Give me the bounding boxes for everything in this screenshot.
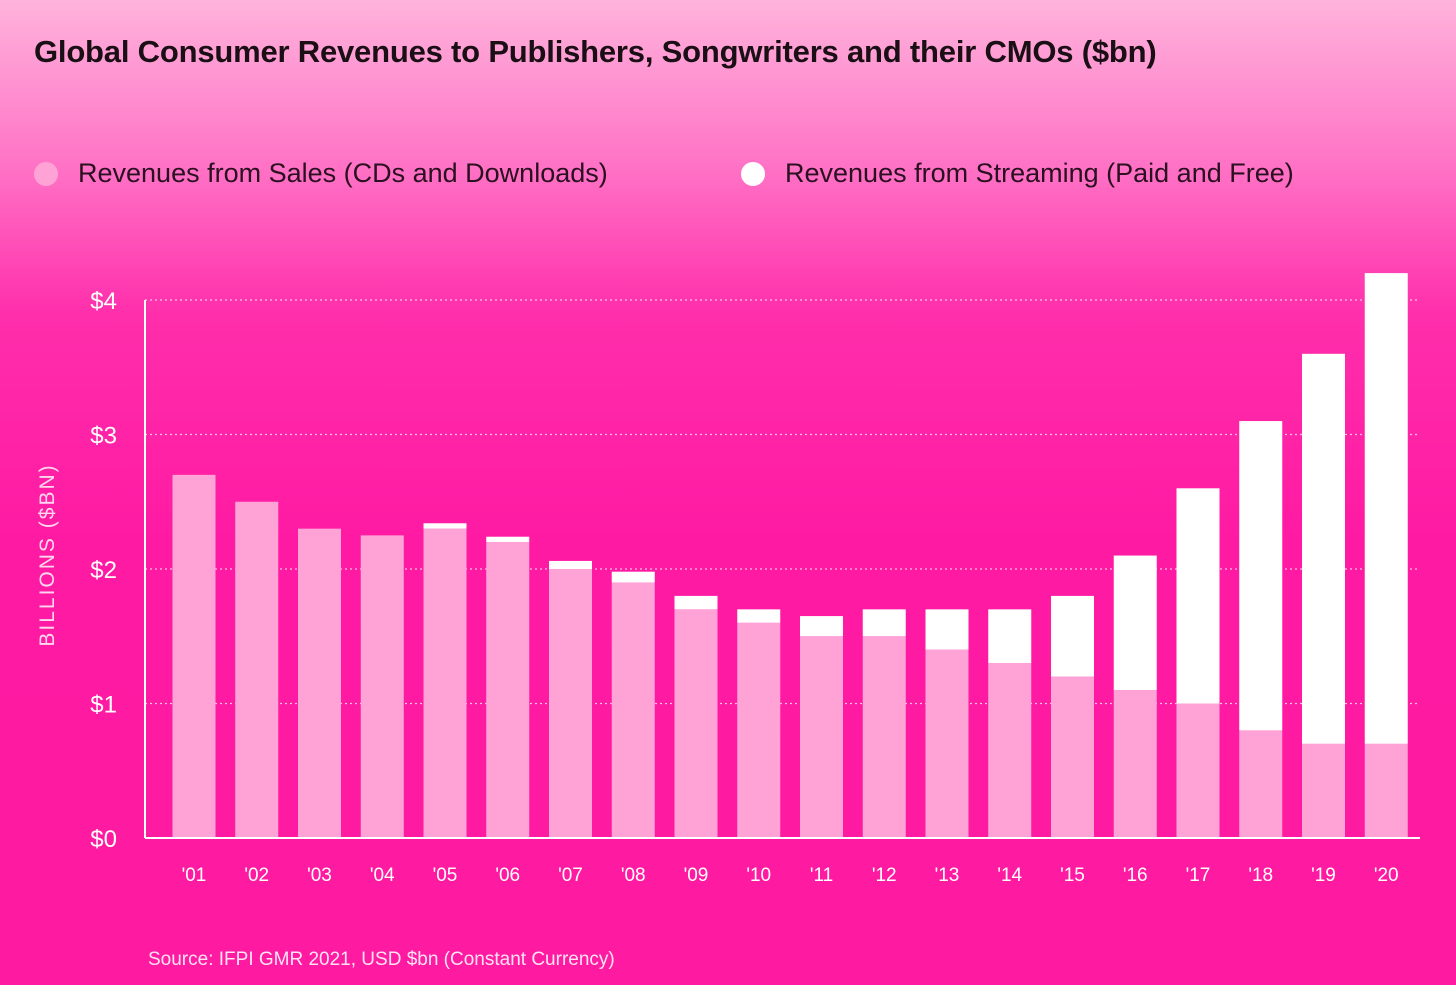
chart-title: Global Consumer Revenues to Publishers, … <box>34 34 1157 69</box>
bar-streaming-05 <box>423 523 467 529</box>
bar-streaming-10 <box>737 609 781 623</box>
bar-sales-20 <box>1364 743 1408 838</box>
bar-sales-19 <box>1302 743 1345 838</box>
bar-sales-07 <box>549 569 592 838</box>
legend-swatch-streaming <box>741 161 765 186</box>
x-tick-label-17: '17 <box>1186 865 1211 886</box>
bar-streaming-16 <box>1113 555 1157 691</box>
bar-sales-02 <box>235 501 279 838</box>
bar-sales-13 <box>925 649 969 838</box>
bar-sales-15 <box>1051 676 1094 838</box>
legend-label-streaming: Revenues from Streaming (Paid and Free) <box>785 158 1294 188</box>
bar-streaming-19 <box>1302 353 1345 744</box>
bar-sales-04 <box>360 535 404 838</box>
x-tick-label-14: '14 <box>997 865 1022 886</box>
legend-label-sales: Revenues from Sales (CDs and Downloads) <box>78 158 608 188</box>
y-tick-label-1: $1 <box>90 692 117 719</box>
bar-streaming-07 <box>549 560 592 569</box>
bar-sales-11 <box>800 636 843 838</box>
bar-streaming-20 <box>1364 273 1408 744</box>
x-tick-label-15: '15 <box>1060 865 1085 886</box>
x-tick-label-19: '19 <box>1311 865 1336 886</box>
x-tick-label-11: '11 <box>810 865 833 886</box>
bar-sales-08 <box>611 582 655 838</box>
legend-item-sales: Revenues from Sales (CDs and Downloads) <box>34 158 608 189</box>
x-tick-label-05: '05 <box>433 865 458 886</box>
bar-streaming-06 <box>486 536 530 543</box>
x-tick-label-10: '10 <box>746 865 771 886</box>
legend-item-streaming: Revenues from Streaming (Paid and Free) <box>741 158 1294 189</box>
bar-sales-03 <box>298 528 341 838</box>
bar-sales-14 <box>988 663 1032 838</box>
x-tick-label-20: '20 <box>1374 865 1399 886</box>
bar-sales-18 <box>1239 730 1283 838</box>
y-tick-label-2: $2 <box>90 557 117 584</box>
bar-sales-12 <box>862 636 906 838</box>
y-tick-label-4: $4 <box>90 288 117 315</box>
y-tick-label-0: $0 <box>90 826 117 853</box>
x-tick-label-16: '16 <box>1123 865 1148 886</box>
x-tick-label-09: '09 <box>684 865 709 886</box>
bar-streaming-18 <box>1239 421 1283 731</box>
legend-swatch-sales <box>34 161 58 186</box>
x-tick-label-18: '18 <box>1248 865 1273 886</box>
x-tick-label-01: '01 <box>182 865 207 886</box>
x-tick-label-13: '13 <box>935 865 960 886</box>
bar-sales-16 <box>1113 690 1157 838</box>
x-tick-label-03: '03 <box>307 865 332 886</box>
bar-sales-01 <box>172 474 216 838</box>
bar-streaming-17 <box>1176 488 1220 704</box>
bar-sales-17 <box>1176 703 1220 838</box>
x-tick-label-06: '06 <box>495 865 520 886</box>
x-tick-label-02: '02 <box>244 865 269 886</box>
x-tick-label-07: '07 <box>558 865 583 886</box>
x-tick-label-12: '12 <box>872 865 897 886</box>
bar-streaming-09 <box>674 595 718 610</box>
x-tick-label-08: '08 <box>621 865 646 886</box>
bar-streaming-11 <box>800 616 843 637</box>
bar-sales-05 <box>423 528 467 838</box>
x-tick-label-04: '04 <box>370 865 395 886</box>
bar-streaming-12 <box>862 609 906 637</box>
bar-streaming-08 <box>611 571 655 583</box>
source-note: Source: IFPI GMR 2021, USD $bn (Constant… <box>148 949 615 970</box>
bar-sales-06 <box>486 542 530 838</box>
bar-streaming-13 <box>925 609 969 650</box>
bar-streaming-15 <box>1051 595 1094 677</box>
bar-sales-10 <box>737 622 781 838</box>
bar-streaming-14 <box>988 609 1032 664</box>
bar-sales-09 <box>674 609 718 838</box>
y-tick-label-3: $3 <box>90 423 117 450</box>
